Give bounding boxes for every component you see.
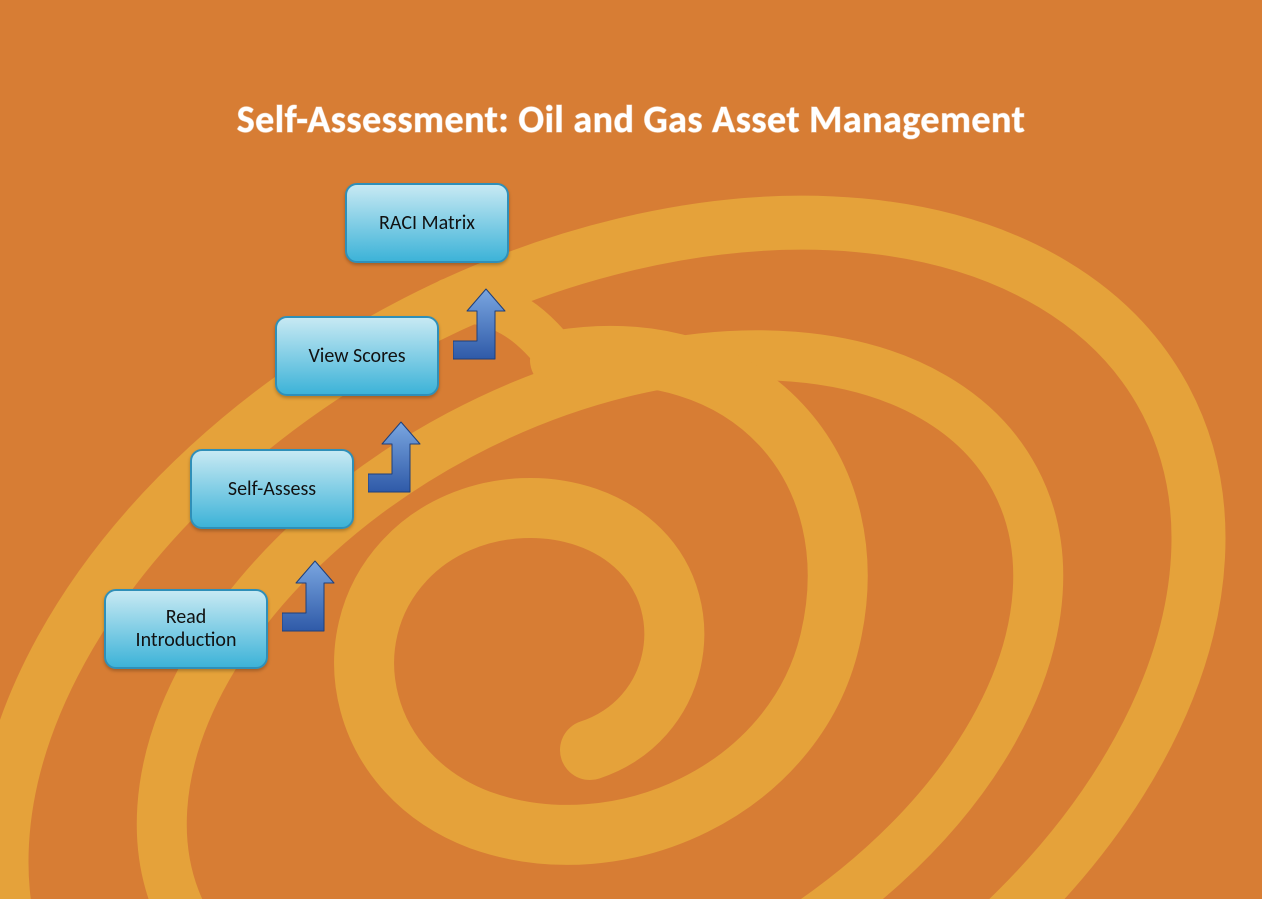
flow-arrow-icon — [368, 420, 426, 498]
flow-arrow-icon — [282, 559, 340, 637]
flow-node-self-assess[interactable]: Self-Assess — [190, 449, 354, 529]
flow-node-label: Read Introduction — [114, 606, 258, 652]
page-title: Self-Assessment: Oil and Gas Asset Manag… — [0, 97, 1262, 143]
slide-canvas: Self-Assessment: Oil and Gas Asset Manag… — [0, 0, 1262, 899]
flow-node-read-introduction[interactable]: Read Introduction — [104, 589, 268, 669]
flow-node-label: Self-Assess — [228, 478, 316, 501]
flow-node-label: RACI Matrix — [379, 212, 475, 235]
flow-node-view-scores[interactable]: View Scores — [275, 316, 439, 396]
flow-arrow-icon — [453, 287, 511, 365]
flow-node-label: View Scores — [308, 345, 405, 368]
flow-node-raci-matrix[interactable]: RACI Matrix — [345, 183, 509, 263]
